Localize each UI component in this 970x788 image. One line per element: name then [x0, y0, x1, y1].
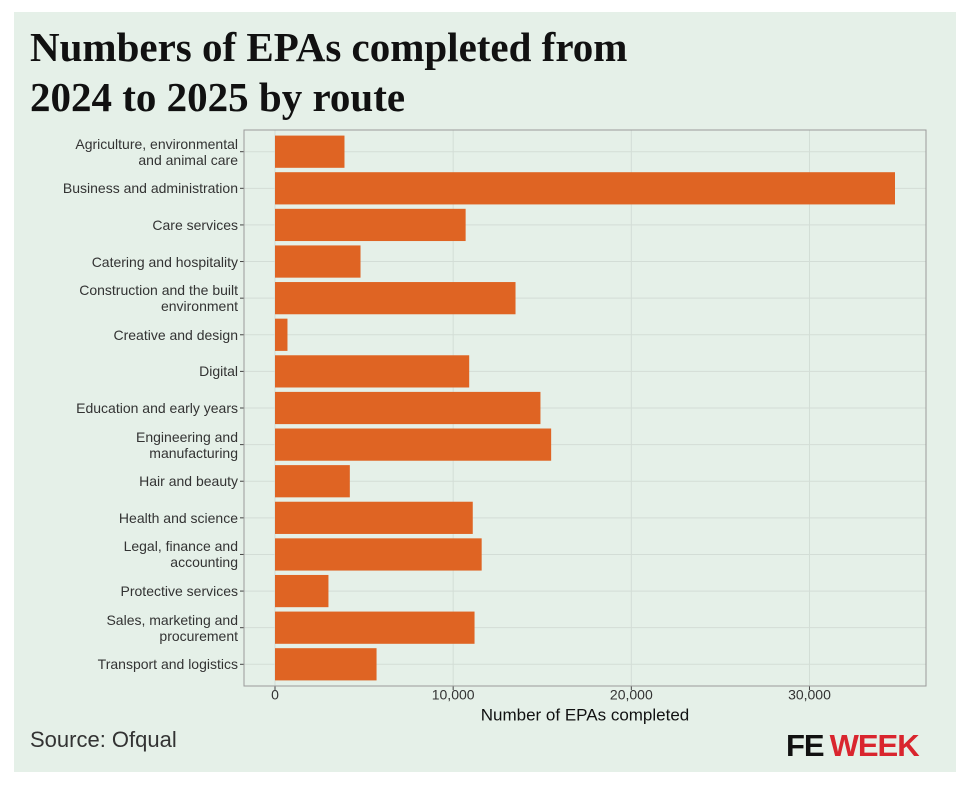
- chart-title: Numbers of EPAs completed from 2024 to 2…: [30, 24, 628, 120]
- y-tick-label: Care services: [152, 216, 238, 233]
- y-tick-label: Engineering and manufacturing: [136, 428, 238, 461]
- bar: [275, 648, 377, 681]
- bar: [275, 428, 552, 461]
- y-tick-label: Sales, marketing and procurement: [106, 611, 238, 644]
- logo-week: WEEK: [829, 728, 920, 763]
- bar: [275, 391, 541, 425]
- bar: [275, 574, 329, 608]
- bar: [275, 501, 473, 534]
- x-tick-label: 10,000: [432, 687, 475, 703]
- y-tick-label: Protective services: [120, 583, 238, 600]
- logo-fe: FE: [786, 728, 825, 763]
- y-tick-label: Creative and design: [113, 326, 238, 343]
- bar: [275, 282, 516, 315]
- bar: [275, 135, 345, 168]
- x-tick-label: 20,000: [610, 687, 653, 703]
- x-tick-label: 0: [271, 687, 279, 703]
- bar: [275, 245, 361, 278]
- y-tick-label: Agriculture, environmental and animal ca…: [75, 135, 238, 168]
- y-tick-label: Digital: [199, 363, 238, 380]
- source: Source: Ofqual: [30, 727, 177, 752]
- y-tick-label: Legal, finance and accounting: [123, 538, 238, 571]
- bar: [275, 172, 895, 205]
- bar: [275, 538, 482, 571]
- y-tick-label: Hair and beauty: [139, 473, 238, 490]
- y-tick-label: Health and science: [118, 509, 238, 526]
- bar: [275, 318, 288, 351]
- x-axis-label: Number of EPAs completed: [481, 705, 690, 724]
- bar: [275, 611, 475, 644]
- panel-border: [243, 129, 927, 687]
- bar: [275, 465, 350, 498]
- x-tick-label: 30,000: [788, 687, 831, 703]
- logo: FE WEEK: [786, 728, 920, 764]
- y-tick-label: Construction and the built environment: [79, 282, 238, 315]
- y-tick-label: Catering and hospitality: [91, 253, 238, 270]
- bar: [275, 355, 470, 388]
- bar: [275, 208, 466, 242]
- y-tick-label: Education and early years: [76, 400, 238, 416]
- y-tick-label: Business and administration: [62, 180, 238, 197]
- y-tick-label: Transport and logistics: [97, 656, 238, 673]
